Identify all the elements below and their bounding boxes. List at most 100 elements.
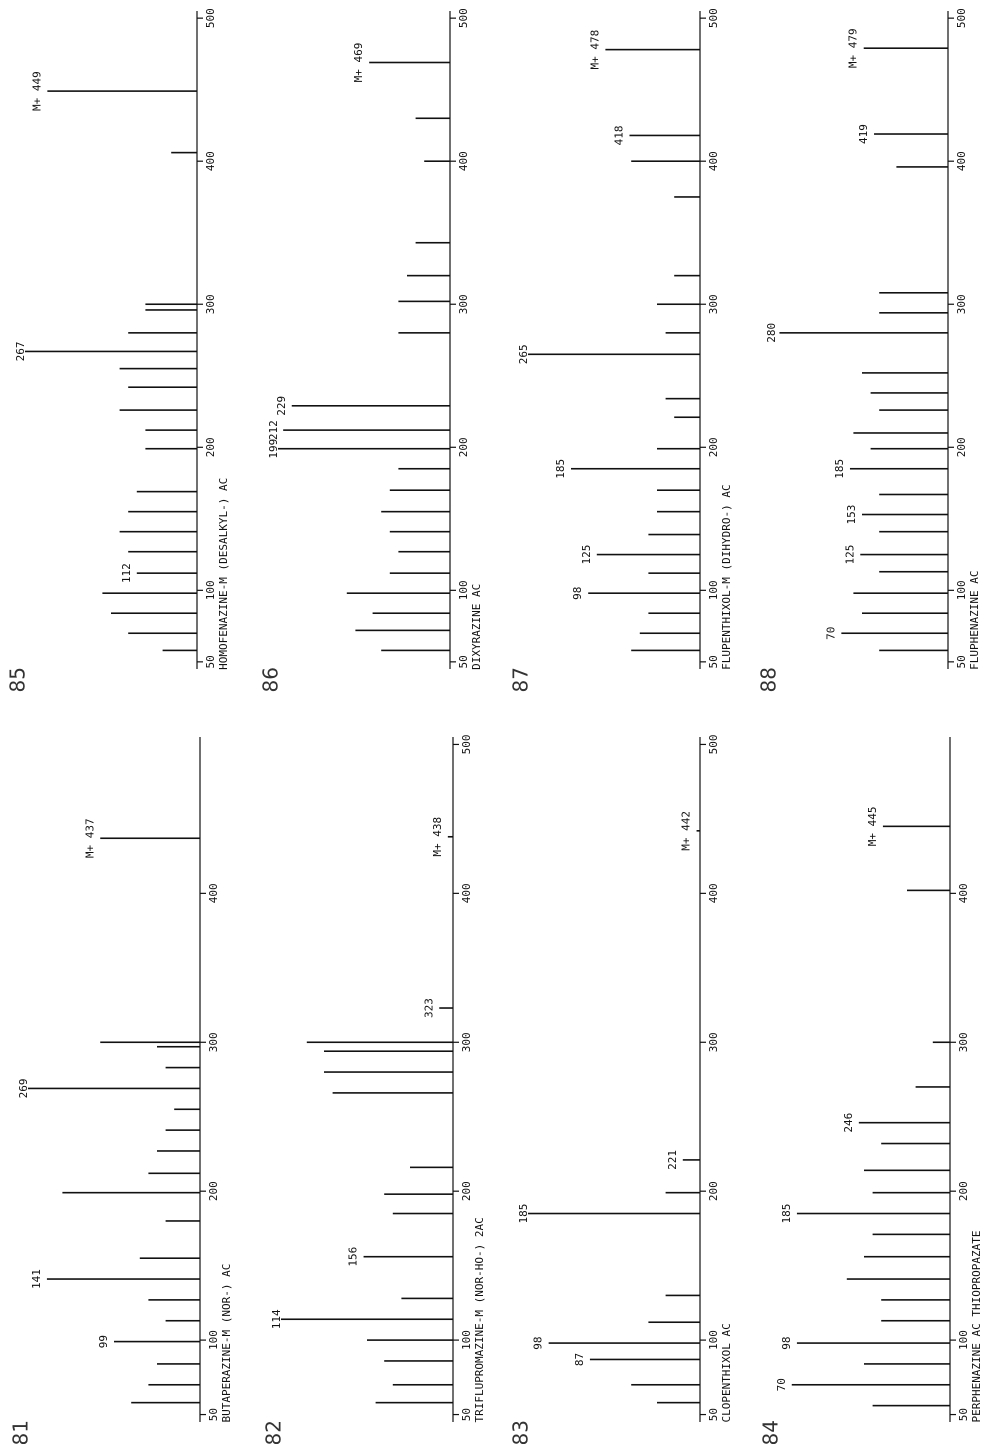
peak <box>879 291 948 294</box>
peak <box>841 632 948 635</box>
peak <box>629 134 700 137</box>
spectrum-title: HOMOFENAZINE-M (DESALKYL-) AC <box>217 478 230 670</box>
spectrum-title: PERPHENAZINE AC THIOPROPAZATE <box>970 1230 983 1422</box>
peak <box>571 467 700 470</box>
x-tick-label: 300 <box>204 294 217 314</box>
peak <box>605 48 700 51</box>
peak <box>384 1360 453 1362</box>
peak <box>136 490 197 493</box>
peak <box>145 429 197 431</box>
peak <box>846 1278 950 1280</box>
x-tick-label: 200 <box>457 437 470 457</box>
peak-label: M+ 469 <box>352 43 365 83</box>
peak <box>648 1321 700 1324</box>
peak <box>398 467 450 470</box>
peak <box>674 196 700 198</box>
peak <box>779 332 948 334</box>
peak <box>648 572 700 574</box>
peak-label: 185 <box>554 459 567 479</box>
peak-label: 70 <box>775 1378 788 1391</box>
spectrum: 50 100 200 300 400 500 FLUPENTHIXOL-M (DIHYDRO… <box>509 8 734 692</box>
peak <box>639 632 700 635</box>
peak <box>879 312 948 314</box>
x-tick-label: 400 <box>457 151 470 171</box>
spectrum: 50 100 200 300 400 BUTAPERAZINE-M (NOR-) AC 81… <box>9 737 233 1444</box>
peak <box>596 553 700 556</box>
x-tick-label: 300 <box>460 1032 473 1052</box>
peak <box>696 830 700 832</box>
x-tick-label: 100 <box>707 580 720 600</box>
x-tick-label: 300 <box>207 1032 220 1052</box>
peak <box>128 386 197 389</box>
peak <box>401 1297 453 1300</box>
peak <box>872 1233 950 1236</box>
peak <box>879 530 948 533</box>
peak <box>657 303 700 306</box>
x-tick-label: 400 <box>707 883 720 903</box>
x-tick-label: 100 <box>955 580 968 600</box>
peak-label: 185 <box>780 1204 793 1224</box>
peak-label: 98 <box>571 587 584 600</box>
x-tick-label: 500 <box>457 8 470 28</box>
peak <box>791 1383 950 1386</box>
peak-label: M+ 442 <box>680 811 693 851</box>
peak <box>392 1212 453 1215</box>
peak <box>415 117 450 120</box>
x-tick-label: 200 <box>707 437 720 457</box>
x-tick-label: 50 <box>957 1408 970 1421</box>
x-tick-label: 50 <box>204 655 217 668</box>
peak-label: M+ 449 <box>30 71 43 111</box>
peak <box>398 332 450 334</box>
peak <box>915 1086 950 1088</box>
peak <box>528 1212 700 1215</box>
peak <box>355 629 450 632</box>
x-tick-label: 400 <box>957 883 970 903</box>
peak <box>119 530 197 533</box>
peak <box>114 1340 200 1343</box>
peak-label: 125 <box>580 545 593 565</box>
peak <box>879 649 948 652</box>
peak <box>162 649 197 652</box>
peak-label: 267 <box>14 342 27 362</box>
peak-label: 185 <box>517 1204 530 1224</box>
peak <box>398 300 450 303</box>
peak <box>864 1363 950 1365</box>
peak <box>674 274 700 277</box>
spectrum-number: 86 <box>259 667 283 692</box>
spectrum: 50 100 200 300 400 PERPHENAZINE AC THIOPROPAZ… <box>759 737 983 1444</box>
peak <box>682 1159 700 1161</box>
peak-label: 98 <box>780 1336 793 1349</box>
peak-label: 141 <box>30 1269 43 1289</box>
spectrum-title: DIXYRAZINE AC <box>470 584 483 670</box>
peak <box>874 133 948 135</box>
x-tick-label: 500 <box>460 735 473 755</box>
x-tick-label: 100 <box>204 580 217 600</box>
peak <box>346 592 450 594</box>
peak <box>171 151 197 154</box>
peak <box>862 372 948 374</box>
peak <box>648 612 700 615</box>
peak <box>332 1092 453 1094</box>
x-tick-label: 400 <box>955 151 968 171</box>
peak <box>119 367 197 370</box>
peak-label: 323 <box>422 998 435 1018</box>
peak <box>381 510 450 513</box>
x-tick-label: 100 <box>707 1330 720 1350</box>
peak <box>148 1172 200 1175</box>
peak <box>165 1129 200 1131</box>
peak <box>858 1121 950 1124</box>
peak <box>862 612 948 615</box>
peak <box>384 1193 453 1195</box>
peak <box>648 533 700 536</box>
spectrum-number: 83 <box>509 1420 533 1444</box>
peak <box>139 1257 200 1259</box>
peak <box>128 632 197 635</box>
peak <box>145 447 197 450</box>
peak <box>62 1191 200 1194</box>
peak <box>879 493 948 496</box>
x-tick-label: 200 <box>707 1181 720 1201</box>
x-tick-label: 400 <box>707 151 720 171</box>
spectrum: 50 100 200 300 400 500 HOMOFENAZINE-M (DESALKY… <box>6 8 231 692</box>
peak-label: 125 <box>843 545 856 565</box>
